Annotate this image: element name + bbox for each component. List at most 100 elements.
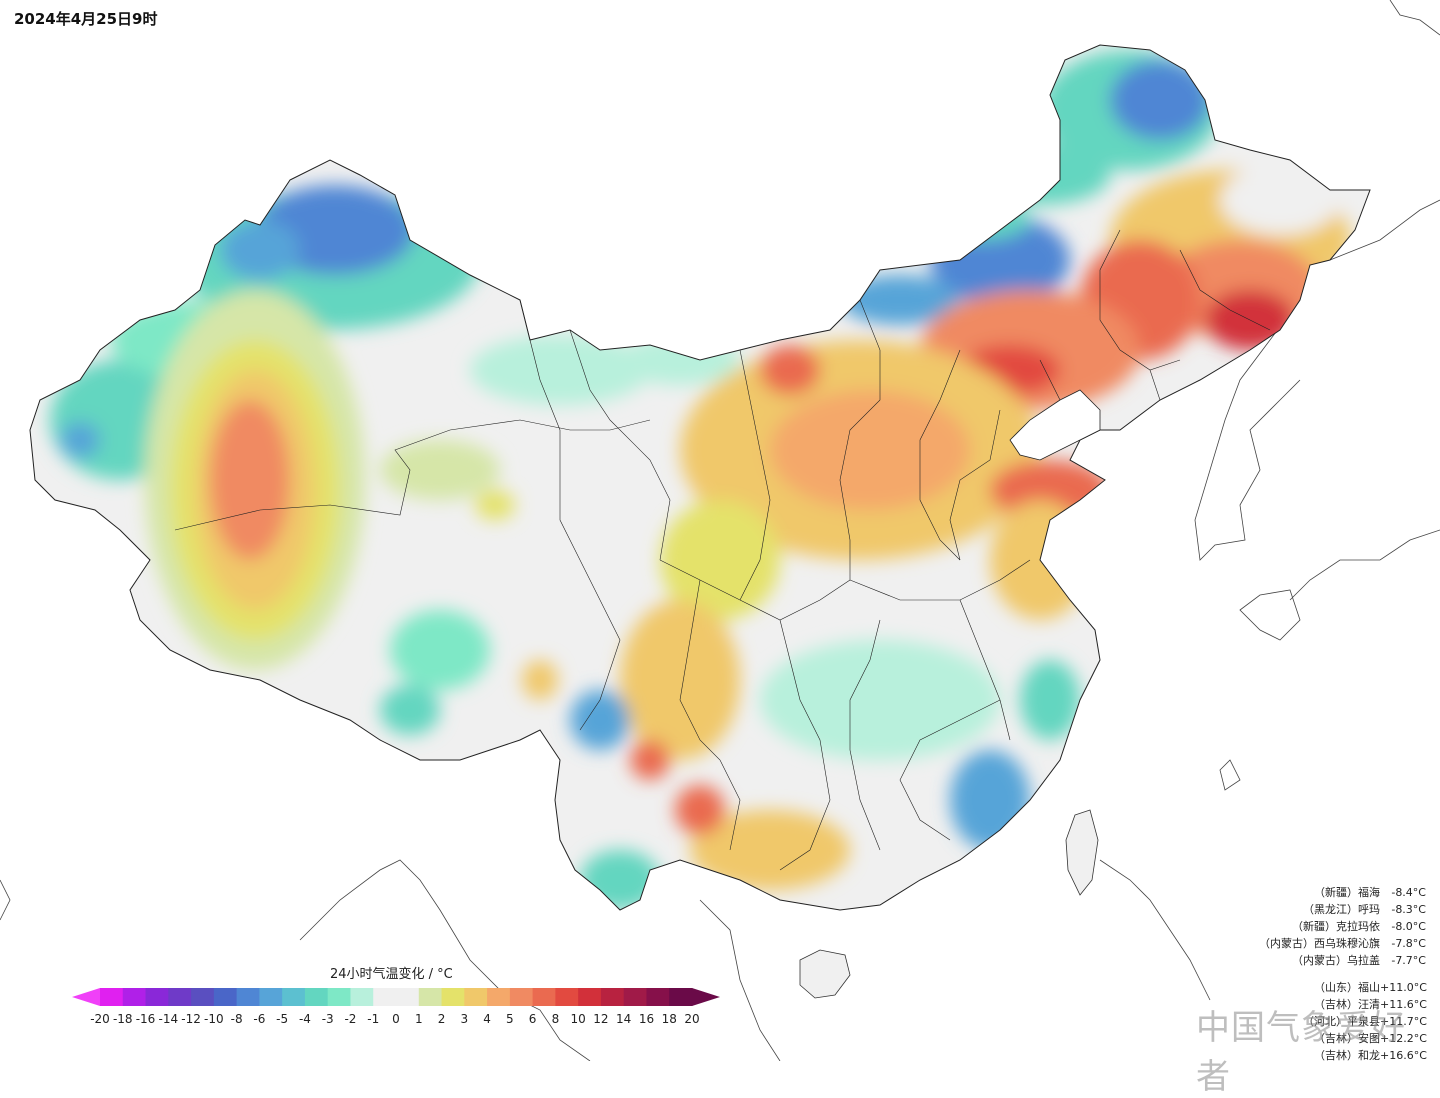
station-region: （山东） <box>1314 981 1358 994</box>
station-value: +11.7°C <box>1380 1015 1427 1028</box>
station-row: （内蒙古）西乌珠穆沁旗 -7.8°C <box>1259 935 1426 952</box>
legend-swatch <box>100 988 124 1006</box>
station-region: （吉林） <box>1314 1032 1358 1045</box>
temperature-field <box>30 45 1370 910</box>
station-row: （山东）福山+11.0°C <box>1259 979 1427 996</box>
station-value: +11.6°C <box>1380 998 1427 1011</box>
station-value: -7.7°C <box>1391 954 1426 967</box>
station-name: 安图 <box>1358 1032 1380 1045</box>
station-name: 呼玛 <box>1358 903 1380 916</box>
neighbor-outlines <box>0 0 1440 1061</box>
station-region: （黑龙江） <box>1303 903 1358 916</box>
station-row: （内蒙古）乌拉盖 -7.7°C <box>1259 952 1426 969</box>
islands <box>799 809 1099 999</box>
legend-tick-label: 1 <box>415 1012 423 1026</box>
legend-tick-label: 14 <box>616 1012 631 1026</box>
legend-swatch <box>555 988 579 1006</box>
legend-swatch <box>396 988 420 1006</box>
legend-swatch <box>373 988 397 1006</box>
station-region: （河北） <box>1303 1015 1347 1028</box>
legend-swatch <box>122 988 147 1006</box>
station-row: （吉林）和龙+16.6°C <box>1259 1047 1427 1064</box>
station-name: 汪清 <box>1358 998 1380 1011</box>
legend-swatch <box>236 988 260 1006</box>
legend-swatch <box>464 988 488 1006</box>
legend-tick-label: -1 <box>367 1012 379 1026</box>
station-row: （黑龙江）呼玛 -8.3°C <box>1259 901 1426 918</box>
china-borders <box>29 44 1371 911</box>
station-row: （河北）平泉县+11.7°C <box>1259 1013 1427 1030</box>
legend-tick-label: 0 <box>392 1012 400 1026</box>
legend-tick-label: -18 <box>113 1012 133 1026</box>
legend-tick-label: 4 <box>483 1012 491 1026</box>
legend-tick-label: -14 <box>159 1012 179 1026</box>
station-list: （新疆）福海 -8.4°C （黑龙江）呼玛 -8.3°C （新疆）克拉玛依 -8.0°C （… <box>1259 884 1427 1064</box>
watermark: 中国气象爱好者 <box>1196 1008 1406 1097</box>
legend-tick-label: 16 <box>639 1012 654 1026</box>
legend-tick-label: 18 <box>662 1012 677 1026</box>
legend-tick-label: 10 <box>571 1012 586 1026</box>
legend-tick-label: -10 <box>204 1012 224 1026</box>
station-region: （内蒙古） <box>1259 937 1314 950</box>
station-row: （新疆）克拉玛依 -8.0°C <box>1259 918 1426 935</box>
legend-tick-label: -20 <box>90 1012 110 1026</box>
legend-swatch <box>646 988 670 1006</box>
legend-swatch <box>213 988 238 1006</box>
station-value: -8.0°C <box>1391 920 1426 933</box>
legend-swatch <box>168 988 192 1006</box>
station-name: 克拉玛依 <box>1336 920 1380 933</box>
legend-swatch <box>532 988 556 1006</box>
station-row: （新疆）福海 -8.4°C <box>1259 884 1426 901</box>
legend-tick-label: 2 <box>438 1012 446 1026</box>
station-name: 福海 <box>1358 886 1380 899</box>
station-value: -8.3°C <box>1391 903 1426 916</box>
legend-swatch <box>578 988 602 1006</box>
legend-swatch <box>191 988 215 1006</box>
station-value: -8.4°C <box>1391 886 1426 899</box>
legend-swatch <box>327 988 351 1006</box>
station-region: （吉林） <box>1314 1049 1358 1062</box>
legend-tick-label: 5 <box>506 1012 514 1026</box>
legend-arrow-low <box>72 988 100 1006</box>
legend-tick-label: 12 <box>593 1012 608 1026</box>
legend-swatch <box>259 988 283 1006</box>
station-list-min: （新疆）福海 -8.4°C （黑龙江）呼玛 -8.3°C （新疆）克拉玛依 -8.0°C （… <box>1259 884 1426 969</box>
station-name: 乌拉盖 <box>1347 954 1380 967</box>
legend-tick-label: -2 <box>344 1012 356 1026</box>
legend-swatch <box>623 988 647 1006</box>
legend-title: 24小时气温变化 / °C <box>330 967 453 982</box>
station-value: +11.0°C <box>1380 981 1427 994</box>
station-region: （内蒙古） <box>1292 954 1347 967</box>
legend-swatch <box>487 988 511 1006</box>
station-row: （吉林）安图+12.2°C <box>1259 1030 1427 1047</box>
station-list-max: （山东）福山+11.0°C （吉林）汪清+11.6°C （河北）平泉县+11.7°C… <box>1259 979 1427 1064</box>
legend-tick-label: 6 <box>529 1012 537 1026</box>
legend-swatch <box>600 988 625 1006</box>
legend-swatch <box>509 988 534 1006</box>
station-region: （新疆） <box>1314 886 1358 899</box>
station-value: -7.8°C <box>1391 937 1426 950</box>
legend-swatch <box>145 988 169 1006</box>
temperature-change-map: -20 -18 -16 -14 -12 -10 -8 -6 -5 -4 -3 -2 -1 0 1 2 3 4 5 6 8… <box>0 0 1440 1061</box>
legend-swatch <box>418 988 443 1006</box>
station-name: 西乌珠穆沁旗 <box>1314 937 1380 950</box>
legend-swatch <box>350 988 374 1006</box>
legend-tick-label: -3 <box>322 1012 334 1026</box>
legend-swatch <box>282 988 306 1006</box>
legend-colorbar: -20 -18 -16 -14 -12 -10 -8 -6 -5 -4 -3 -2 -1 0 1 2 3 4 5 6 8… <box>72 988 720 1026</box>
station-region: （吉林） <box>1314 998 1358 1011</box>
station-row: （吉林）汪清+11.6°C <box>1259 996 1427 1013</box>
station-value: +12.2°C <box>1380 1032 1427 1045</box>
legend-tick-label: -6 <box>253 1012 265 1026</box>
legend-tick-label: -16 <box>136 1012 156 1026</box>
legend-tick-label: -4 <box>299 1012 311 1026</box>
legend-tick-label: -8 <box>231 1012 243 1026</box>
station-name: 福山 <box>1358 981 1380 994</box>
legend-tick-label: 3 <box>460 1012 468 1026</box>
station-region: （新疆） <box>1292 920 1336 933</box>
station-value: +16.6°C <box>1380 1049 1427 1062</box>
map-title: 2024年4月25日9时 <box>14 10 158 28</box>
legend-swatch <box>669 988 693 1006</box>
legend-tick-label: -5 <box>276 1012 288 1026</box>
legend-swatch <box>441 988 465 1006</box>
